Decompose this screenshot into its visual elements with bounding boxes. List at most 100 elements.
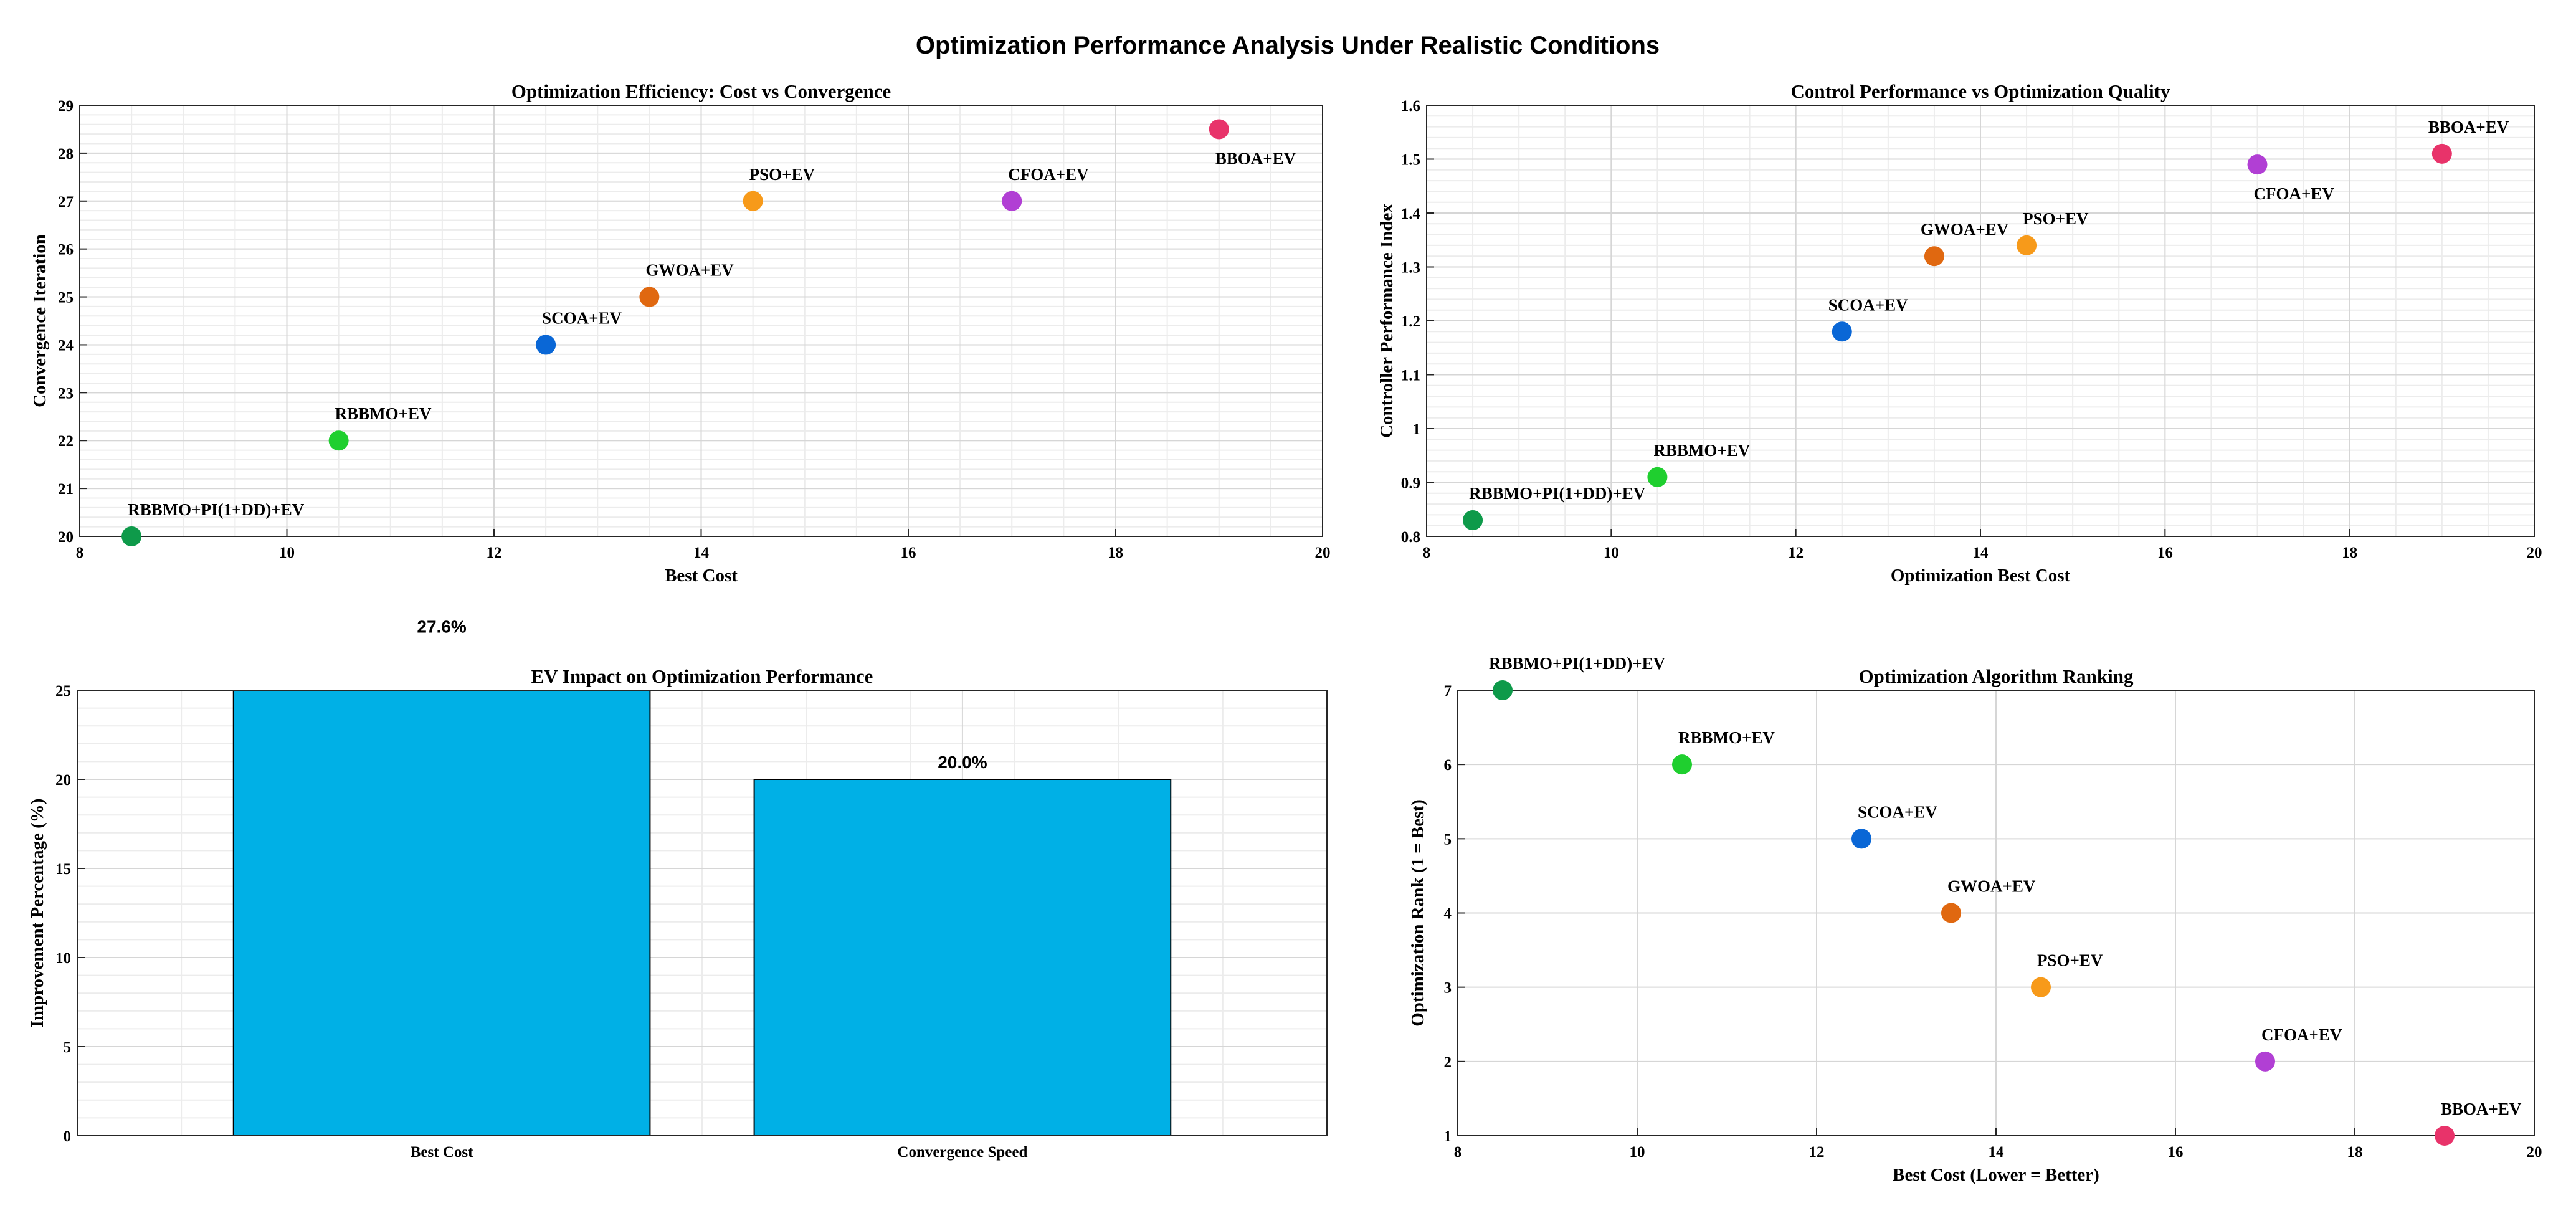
y-tick-label: 3 bbox=[1444, 980, 1452, 997]
y-tick-label: 5 bbox=[64, 1039, 72, 1056]
point-label: GWOA+EV bbox=[1947, 877, 2036, 896]
point-label: PSO+EV bbox=[2023, 209, 2089, 228]
x-tick-label: 14 bbox=[1989, 1144, 2005, 1161]
data-point bbox=[1851, 829, 1871, 849]
y-tick-label: 7 bbox=[1444, 683, 1452, 700]
x-tick-label: Convergence Speed bbox=[897, 1144, 1027, 1161]
y-tick-label: 20 bbox=[58, 529, 74, 546]
panel-3: 27.6% Best Cost 20.0% Convergence Speed 0 5 10… bbox=[27, 617, 1328, 1161]
data-point bbox=[2247, 154, 2268, 175]
y-axis-label: Convergence Iteration bbox=[30, 234, 50, 407]
x-tick-label: 8 bbox=[1423, 544, 1431, 561]
point-label: RBBMO+EV bbox=[1653, 441, 1750, 460]
data-point bbox=[639, 287, 660, 307]
y-tick-label: 4 bbox=[1444, 906, 1452, 923]
data-point bbox=[743, 191, 763, 211]
bar-convergence-speed bbox=[753, 779, 1172, 1136]
point-label: BBOA+EV bbox=[2441, 1100, 2522, 1118]
grid bbox=[1426, 105, 2535, 537]
point-label: GWOA+EV bbox=[645, 261, 734, 280]
y-tick-label: 27 bbox=[58, 194, 74, 211]
point-label: CFOA+EV bbox=[2254, 184, 2335, 203]
y-tick-label: 20 bbox=[55, 772, 71, 789]
y-tick-label: 25 bbox=[58, 290, 74, 307]
x-tick-label: 18 bbox=[2347, 1144, 2363, 1161]
point-label: BBOA+EV bbox=[2428, 118, 2509, 136]
x-tick-label: 12 bbox=[1788, 544, 1804, 561]
y-tick-label: 23 bbox=[58, 385, 74, 402]
x-tick-label: 12 bbox=[487, 544, 502, 561]
x-axis-label: Best Cost bbox=[665, 566, 738, 586]
point-label: RBBMO+EV bbox=[1678, 728, 1775, 747]
y-axis-label: Improvement Percentage (%) bbox=[27, 799, 47, 1028]
y-tick-label: 1.2 bbox=[1401, 313, 1420, 330]
data-point bbox=[1924, 246, 1944, 267]
data-point bbox=[2431, 143, 2452, 164]
data-point bbox=[1672, 754, 1692, 775]
point-label: PSO+EV bbox=[2037, 951, 2103, 970]
x-tick-label: 18 bbox=[1108, 544, 1123, 561]
panel-2: 0.8 0.9 1 1.1 1.2 1.3 1.4 1.5 1.6 8 10 12 14 16 18 20 Co… bbox=[1377, 80, 2542, 586]
panel-title: Optimization Efficiency: Cost vs Converg… bbox=[511, 80, 891, 102]
x-tick-label: 20 bbox=[2527, 544, 2542, 561]
y-tick-label: 21 bbox=[58, 481, 74, 498]
point-label: RBBMO+PI(1+DD)+EV bbox=[1489, 654, 1666, 673]
y-tick-label: 26 bbox=[58, 242, 74, 259]
point-label: CFOA+EV bbox=[1008, 165, 1089, 184]
y-tick-label: 1.6 bbox=[1401, 98, 1420, 115]
y-tick-label: 22 bbox=[58, 433, 74, 450]
x-tick-label: 18 bbox=[2342, 544, 2357, 561]
bar-value-label: 20.0% bbox=[938, 753, 987, 772]
x-tick-label: 20 bbox=[1315, 544, 1331, 561]
data-point bbox=[2031, 977, 2051, 997]
point-label: SCOA+EV bbox=[1828, 295, 1908, 314]
y-tick-label: 1.1 bbox=[1401, 368, 1420, 384]
x-tick-label: 8 bbox=[1454, 1144, 1462, 1161]
bar-best-cost bbox=[232, 690, 651, 1136]
x-axis-label: Optimization Best Cost bbox=[1891, 566, 2071, 586]
x-tick-label: 16 bbox=[2168, 1144, 2184, 1161]
data-point bbox=[1463, 510, 1483, 531]
panel-title: Control Performance vs Optimization Qual… bbox=[1790, 80, 2170, 102]
figure-title: Optimization Performance Analysis Under … bbox=[916, 32, 1660, 59]
y-tick-label: 29 bbox=[58, 98, 74, 115]
point-label: PSO+EV bbox=[749, 165, 815, 184]
data-point bbox=[2017, 235, 2037, 255]
x-tick-label: 10 bbox=[279, 544, 295, 561]
data-point bbox=[328, 430, 349, 451]
point-label: SCOA+EV bbox=[1858, 802, 1937, 821]
x-tick-label: 8 bbox=[76, 544, 84, 561]
y-tick-label: 15 bbox=[55, 861, 71, 878]
bar-value-label: 27.6% bbox=[417, 617, 466, 637]
y-tick-label: 10 bbox=[55, 950, 71, 967]
y-axis-label: Optimization Rank (1 = Best) bbox=[1408, 799, 1428, 1027]
x-tick-label: 20 bbox=[2527, 1144, 2542, 1161]
data-point bbox=[2435, 1126, 2455, 1146]
y-tick-label: 0 bbox=[64, 1128, 72, 1145]
x-tick-label: 14 bbox=[1973, 544, 1989, 561]
point-label: GWOA+EV bbox=[1921, 220, 2009, 239]
point-label: CFOA+EV bbox=[2261, 1025, 2342, 1044]
y-tick-label: 28 bbox=[58, 146, 74, 163]
y-tick-label: 1 bbox=[1444, 1128, 1452, 1145]
y-tick-label: 0.9 bbox=[1401, 475, 1420, 492]
y-tick-label: 2 bbox=[1444, 1054, 1452, 1071]
point-label: RBBMO+EV bbox=[335, 404, 432, 423]
y-tick-label: 6 bbox=[1444, 757, 1452, 774]
panel-title: Optimization Algorithm Ranking bbox=[1859, 665, 2134, 687]
y-tick-label: 24 bbox=[58, 337, 74, 354]
data-point bbox=[1941, 903, 1961, 923]
data-point bbox=[1647, 467, 1668, 487]
y-tick-label: 5 bbox=[1444, 831, 1452, 848]
point-label: RBBMO+PI(1+DD)+EV bbox=[128, 500, 305, 519]
data-point bbox=[1832, 321, 1852, 342]
data-point bbox=[536, 335, 556, 355]
y-tick-label: 0.8 bbox=[1401, 529, 1420, 546]
panel-title: EV Impact on Optimization Performance bbox=[531, 665, 873, 687]
data-point bbox=[1209, 119, 1229, 140]
x-tick-label: Best Cost bbox=[411, 1144, 473, 1161]
y-tick-label: 1.4 bbox=[1401, 206, 1421, 222]
y-tick-label: 1 bbox=[1413, 421, 1421, 438]
